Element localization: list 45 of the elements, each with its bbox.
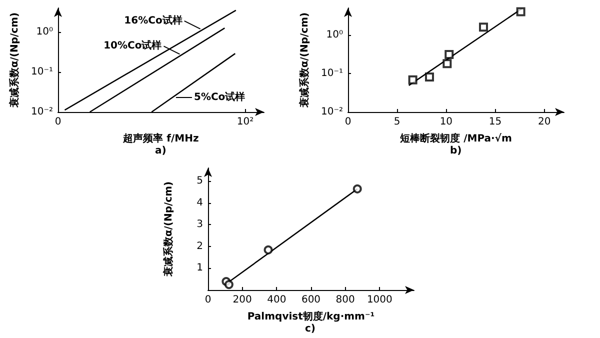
x-tick-label: 5	[394, 116, 400, 128]
y-tick-label: 10⁻¹	[30, 66, 53, 78]
point	[264, 245, 273, 254]
x-axis-title: 短棒断裂韧度 /MPa·√m	[399, 132, 512, 144]
y-tick-label: 10⁻²	[30, 106, 53, 118]
y-tick-label: 10⁰	[326, 29, 343, 40]
point	[516, 7, 526, 16]
annotation: 16%Co试样	[124, 14, 182, 26]
x-tick-label: 0	[344, 116, 352, 128]
x-tick-label: 0	[54, 116, 62, 128]
point	[478, 22, 488, 32]
x-tick-label: 1000	[366, 294, 392, 306]
y-tick-label: 10⁰	[36, 26, 53, 38]
y-axis-title: 衰减系数α/(Np/cm)	[8, 12, 21, 109]
y-axis-title: 衰减系数α/(Np/cm)	[298, 12, 311, 109]
x-tick-label: 10²	[236, 116, 254, 128]
text: a)	[155, 146, 166, 156]
point	[408, 75, 418, 84]
y-axis-title: 衰减系数α/(Np/cm)	[162, 181, 174, 278]
point	[224, 280, 234, 290]
y-tick-label: 10⁻²	[320, 106, 343, 118]
y-tick-label: 1	[196, 262, 203, 274]
y-tick-label: 2	[196, 240, 203, 252]
x-tick-label: 800	[336, 294, 355, 306]
y-tick-label: 4	[196, 197, 203, 208]
text: c)	[305, 324, 316, 334]
text: b)	[450, 146, 462, 156]
x-axis-title: 超声频率 f/MHz	[122, 132, 199, 144]
annotation: 10%Co试样	[104, 40, 162, 52]
annotation: 5%Co试样	[194, 91, 246, 104]
x-tick-label: 15	[488, 116, 502, 128]
x-tick-label: 400	[267, 294, 286, 306]
point	[352, 184, 362, 194]
x-tick-label: 0	[204, 294, 212, 306]
y-tick-label: 3	[196, 219, 203, 230]
x-tick-label: 200	[232, 294, 252, 306]
point	[442, 59, 452, 68]
y-tick-label: 5	[196, 176, 203, 187]
x-tick-label: 600	[301, 294, 321, 306]
x-tick-label: 10	[440, 116, 453, 128]
point	[424, 72, 434, 82]
x-tick-label: 20	[538, 116, 551, 128]
y-tick-label: 10⁻¹	[320, 68, 343, 79]
x-axis-title: Palmqvist韧度/kg·mm⁻¹	[247, 310, 375, 322]
point	[444, 50, 454, 60]
